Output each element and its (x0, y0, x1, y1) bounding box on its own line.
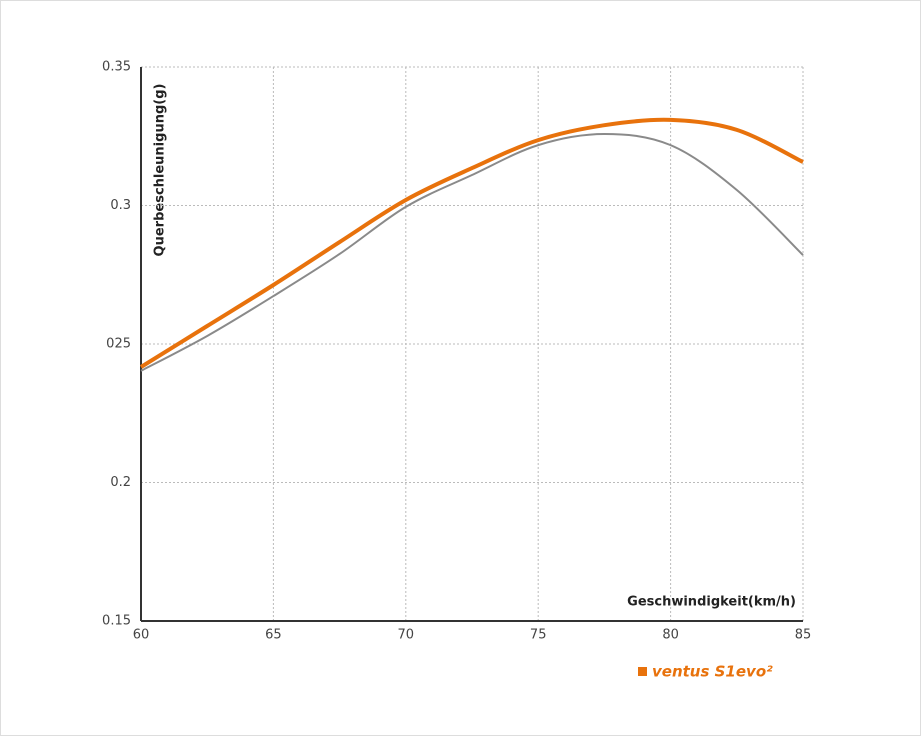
y-tick-label: 0.15 (102, 614, 131, 629)
y-tick-label: 0.35 (102, 60, 131, 75)
legend-swatch (638, 667, 647, 676)
y-tick-label: 0.3 (110, 198, 131, 213)
legend-label: ventus S1evo² (652, 663, 773, 681)
x-tick-label: 85 (795, 628, 812, 643)
x-axis-label: Geschwindigkeit(km/h) (627, 595, 796, 610)
line-series (139, 117, 804, 369)
x-tick-label: 60 (133, 628, 150, 643)
y-axis-label: Querbeschleunigung(g) (153, 84, 168, 257)
x-tick-label: 80 (662, 628, 679, 643)
y-tick-label: 0.2 (110, 475, 131, 490)
x-tick-label: 75 (530, 628, 547, 643)
y-tick-label: 025 (106, 337, 131, 352)
line-series (140, 133, 804, 372)
x-tick-label: 65 (265, 628, 282, 643)
x-tick-label: 70 (398, 628, 415, 643)
